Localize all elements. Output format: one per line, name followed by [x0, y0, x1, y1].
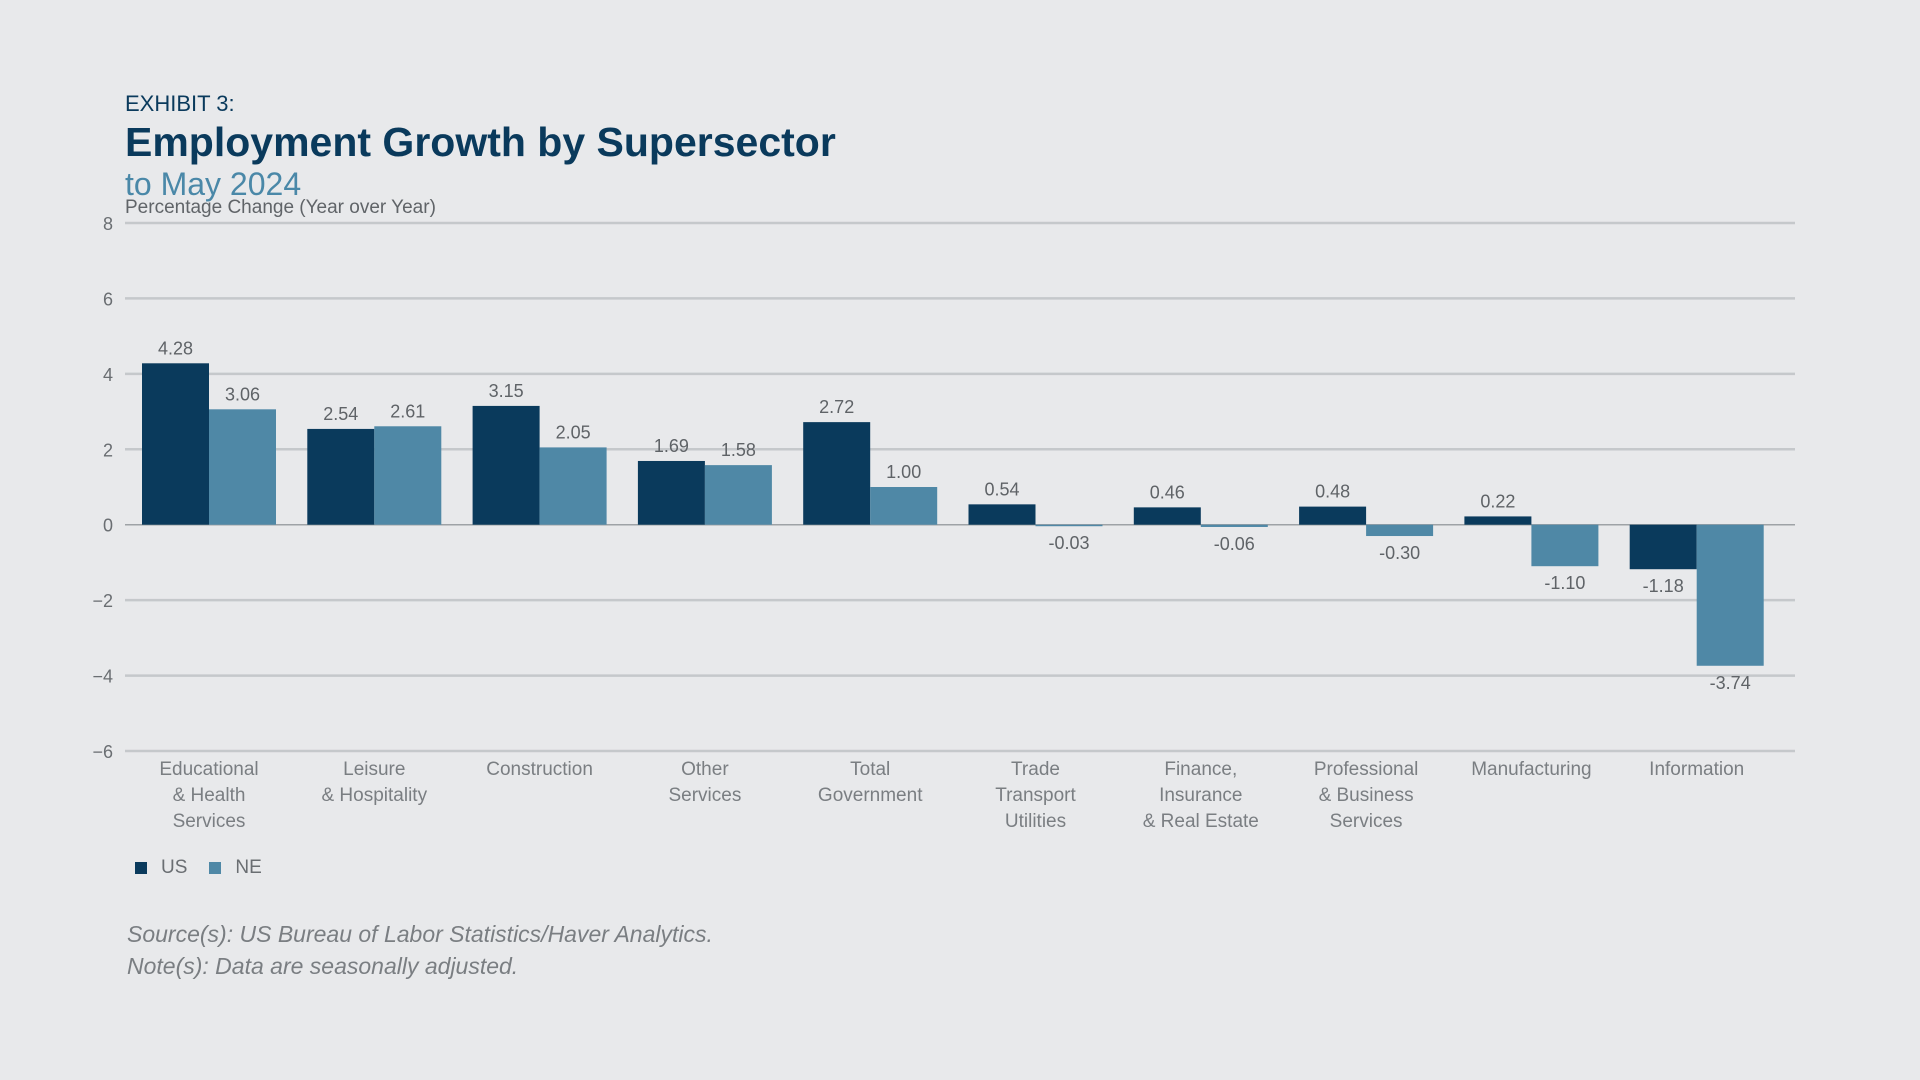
data-label-us: 2.54	[323, 404, 358, 424]
x-category-label: Services	[1330, 811, 1403, 832]
x-category-label: Educational	[159, 759, 258, 780]
bar-us	[307, 428, 375, 525]
legend-swatch-ne	[209, 862, 222, 874]
y-tick-label: −6	[92, 742, 113, 762]
bar-us	[968, 504, 1036, 525]
source-notes: Source(s): US Bureau of Labor Statistics…	[127, 918, 713, 982]
bar-ne	[374, 426, 442, 525]
data-label-us: 0.48	[1315, 482, 1350, 502]
bar-ne	[209, 409, 276, 525]
x-category-label: & Hospitality	[321, 785, 427, 806]
x-category-label: Finance,	[1164, 759, 1237, 780]
x-category-label: Utilities	[1005, 811, 1066, 832]
x-category-label: Transport	[995, 785, 1076, 806]
bar-chart: 8 6 4 2 0 −2 −4 −6 4.28 3.06 Educational & Health Se…	[92, 214, 1795, 832]
bar-ne	[1531, 524, 1599, 567]
data-label-ne: -0.03	[1048, 533, 1089, 553]
bar-ne	[1696, 524, 1764, 666]
bar-us	[1464, 516, 1532, 525]
x-category-label: Leisure	[343, 759, 405, 780]
x-category-label: Professional	[1314, 759, 1419, 780]
y-tick-label: 4	[103, 365, 113, 385]
bar-us	[142, 363, 209, 525]
x-category-label: Services	[173, 811, 246, 832]
legend-label-ne: NE	[235, 857, 262, 878]
bar-ne	[870, 487, 938, 525]
bar-ne	[1035, 524, 1103, 527]
bar-us	[1133, 507, 1201, 525]
data-label-ne: 3.06	[225, 384, 260, 404]
x-category-label: Information	[1649, 759, 1744, 780]
bar-ne	[539, 447, 607, 525]
x-category-label: Other	[681, 759, 729, 780]
x-category-label: Manufacturing	[1471, 759, 1591, 780]
bar-ne	[704, 465, 772, 525]
legend-item-us: US	[135, 857, 187, 879]
data-label-ne: -0.30	[1379, 543, 1420, 563]
x-category-label: Construction	[486, 759, 593, 780]
chart-subtitle: to May 2024	[125, 166, 302, 202]
x-category-label: & Business	[1319, 785, 1414, 806]
legend: US NE	[135, 857, 284, 879]
y-axis-label: Percentage Change (Year over Year)	[125, 197, 436, 218]
x-category-label: & Real Estate	[1143, 811, 1259, 832]
bar-ne	[1200, 524, 1268, 527]
data-label-us: 2.72	[819, 397, 854, 417]
x-category-label: & Health	[173, 785, 246, 806]
note-text: Note(s): Data are seasonally adjusted.	[127, 953, 519, 979]
source-text: Source(s): US Bureau of Labor Statistics…	[127, 921, 713, 947]
x-category-label: Government	[818, 785, 923, 806]
bar-us	[1629, 524, 1697, 570]
chart-header: EXHIBIT 3: Employment Growth by Supersec…	[125, 90, 836, 203]
data-label-us: 3.15	[489, 381, 524, 401]
data-label-ne: 1.58	[721, 440, 756, 460]
data-label-ne: -3.74	[1710, 673, 1751, 693]
data-label-us: 4.28	[158, 338, 193, 358]
y-tick-label: −4	[92, 667, 113, 687]
legend-item-ne: NE	[209, 857, 262, 879]
data-label-us: 1.69	[654, 436, 689, 456]
data-label-us: 0.54	[984, 479, 1019, 499]
chart-title: Employment Growth by Supersector	[125, 119, 836, 165]
x-category-label: Trade	[1011, 759, 1060, 780]
y-tick-label: 8	[103, 214, 113, 234]
exhibit-label: EXHIBIT 3:	[125, 91, 235, 116]
legend-label-us: US	[161, 857, 188, 878]
legend-swatch-us	[135, 862, 147, 874]
data-label-us: 0.46	[1150, 482, 1185, 502]
bar-us	[637, 460, 705, 525]
y-tick-label: 0	[103, 516, 113, 536]
data-label-ne: 2.61	[390, 401, 425, 421]
data-label-us: 0.22	[1480, 491, 1515, 511]
data-label-us: -1.18	[1643, 576, 1684, 596]
x-category-label: Insurance	[1159, 785, 1242, 806]
data-label-ne: -1.10	[1544, 573, 1585, 593]
y-tick-label: −2	[92, 591, 113, 611]
data-label-ne: 1.00	[886, 462, 921, 482]
y-tick-label: 2	[103, 440, 113, 460]
bar-us	[472, 405, 540, 525]
data-label-ne: -0.06	[1214, 534, 1255, 554]
y-tick-label: 6	[103, 289, 113, 309]
bar-us	[1299, 506, 1367, 525]
bar-ne	[1366, 524, 1434, 537]
x-category-label: Total	[850, 759, 890, 780]
bar-us	[803, 422, 871, 525]
x-category-label: Services	[668, 785, 741, 806]
data-label-ne: 2.05	[556, 422, 591, 442]
